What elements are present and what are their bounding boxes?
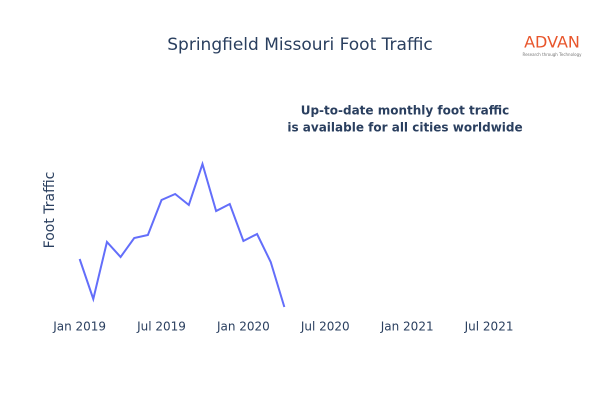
x-tick-label: Jul 2020 xyxy=(300,320,350,334)
x-tick-label: Jan 2020 xyxy=(216,320,270,334)
y-axis-label: Foot Traffic xyxy=(42,172,58,249)
annotation: Up-to-date monthly foot traffic xyxy=(301,104,510,118)
logo: ADVAN xyxy=(524,33,580,52)
x-tick-label: Jul 2021 xyxy=(464,320,514,334)
line-series xyxy=(78,160,286,308)
logo-tagline: Research through Technology xyxy=(522,52,582,57)
x-tick-label: Jul 2019 xyxy=(136,320,186,334)
x-tick-label: Jan 2019 xyxy=(52,320,106,334)
annotation: is available for all cities worldwide xyxy=(287,121,522,135)
x-tick-label: Jan 2021 xyxy=(380,320,434,334)
chart-title: Springfield Missouri Foot Traffic xyxy=(167,35,432,55)
